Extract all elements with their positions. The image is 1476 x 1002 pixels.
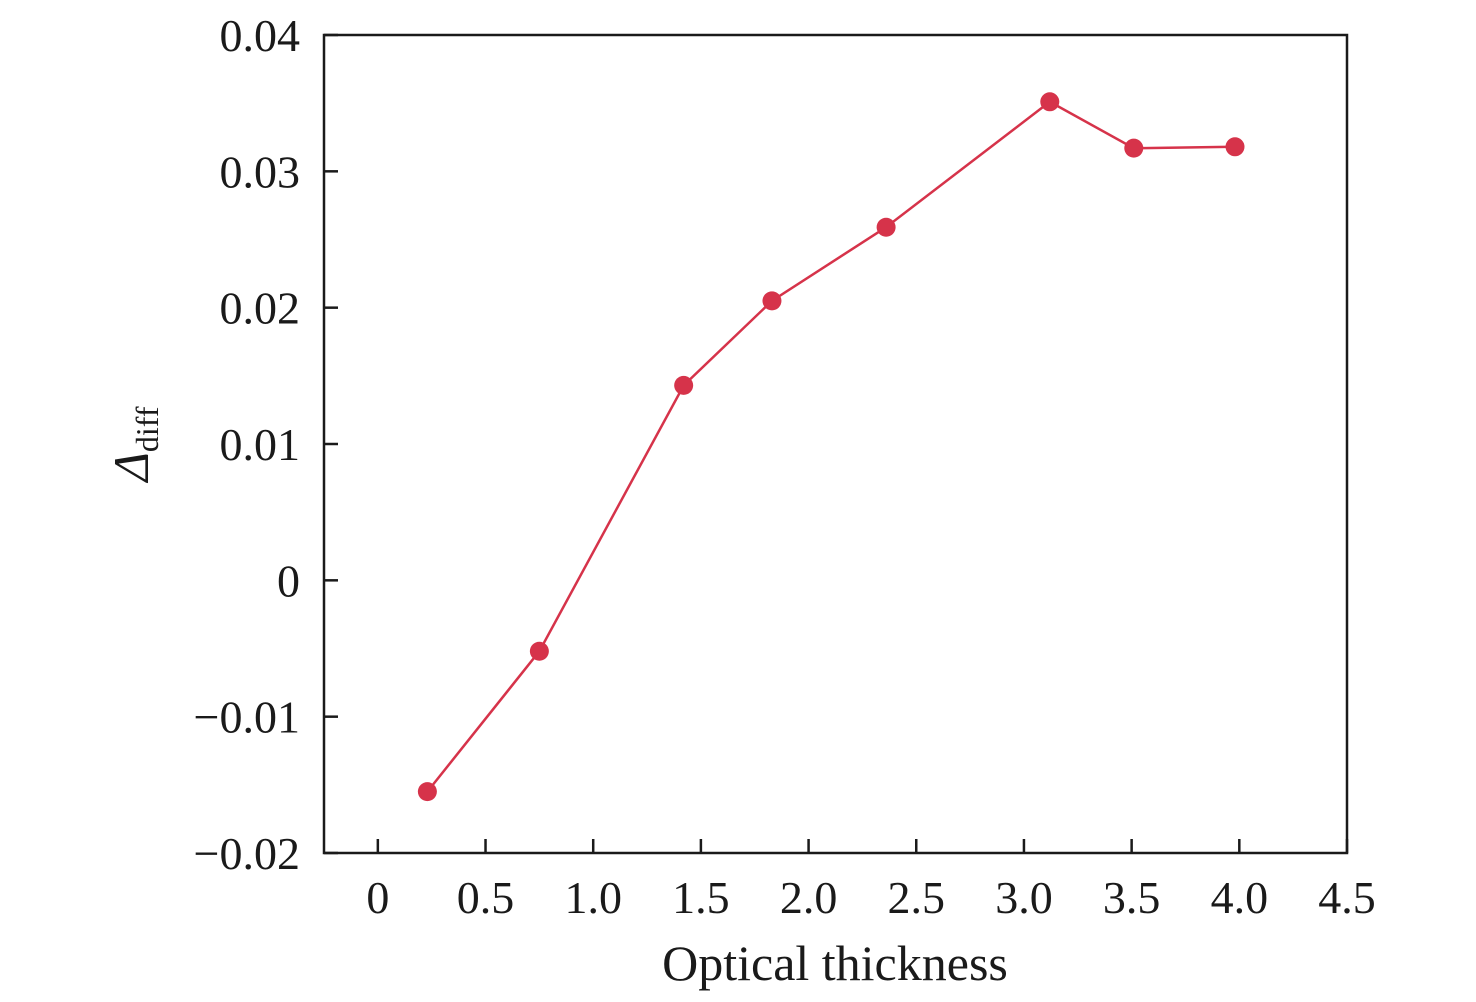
y-axis-title-symbol: Δ xyxy=(103,452,159,483)
data-point xyxy=(1225,137,1245,157)
x-tick-label: 3.0 xyxy=(995,872,1053,923)
x-tick-label: 1.5 xyxy=(672,872,730,923)
y-tick-label: 0.02 xyxy=(220,283,301,334)
x-tick-label: 4.0 xyxy=(1211,872,1269,923)
x-tick-label: 0.5 xyxy=(457,872,515,923)
y-axis-title-subscript: diff xyxy=(129,406,165,452)
x-tick-label: 4.5 xyxy=(1318,872,1376,923)
data-point xyxy=(417,782,437,802)
y-axis-title: Δdiff xyxy=(103,406,165,483)
x-tick-label: 0 xyxy=(366,872,389,923)
y-tick-label: −0.02 xyxy=(194,828,300,879)
data-point xyxy=(529,641,549,661)
y-tick-label: 0.03 xyxy=(220,146,301,197)
x-tick-label: 2.0 xyxy=(780,872,838,923)
y-tick-label: 0.01 xyxy=(220,419,301,470)
data-point xyxy=(674,375,694,395)
x-tick-label: 3.5 xyxy=(1103,872,1161,923)
series-layer xyxy=(417,92,1245,802)
y-axis-ticks: −0.02 −0.01 0 0.01 0.02 0.03 0.04 xyxy=(194,10,338,879)
y-tick-label: 0 xyxy=(277,555,300,606)
series-line xyxy=(426,100,1236,793)
x-axis-title: Optical thickness xyxy=(662,935,1008,991)
data-point xyxy=(762,291,782,311)
y-tick-label: 0.04 xyxy=(220,10,301,61)
x-axis-ticks: 0 0.5 1.0 1.5 2.0 2.5 3.0 3.5 4.0 4.5 xyxy=(366,839,1376,923)
data-point xyxy=(876,217,896,237)
x-tick-label: 1.0 xyxy=(564,872,622,923)
data-point xyxy=(1124,138,1144,158)
y-tick-label: −0.01 xyxy=(194,692,300,743)
x-tick-label: 2.5 xyxy=(888,872,946,923)
data-point xyxy=(1040,92,1060,112)
